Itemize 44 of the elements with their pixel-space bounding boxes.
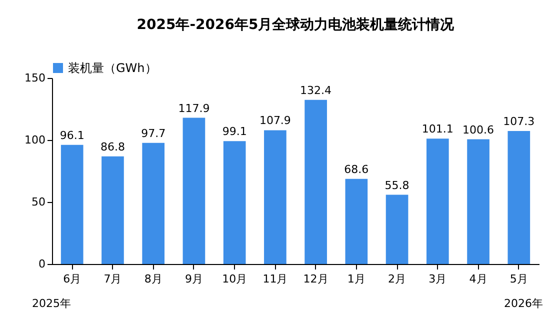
bar (102, 156, 124, 264)
chart-title: 2025年-2026年5月全球动力电池装机量统计情况 (136, 16, 456, 33)
x-tick-label: 8月 (144, 272, 162, 286)
bar (142, 142, 165, 264)
data-label: 132.4 (300, 84, 332, 97)
data-label: 100.6 (462, 123, 494, 136)
y-tick-label: 150 (24, 72, 46, 84)
text: 2025年 (32, 297, 71, 310)
data-label: 96.1 (60, 128, 84, 142)
bar (467, 139, 490, 264)
data-label: 117.9 (178, 102, 210, 115)
x-tick-label: 4月 (469, 272, 488, 286)
data-label: 107.9 (259, 114, 291, 128)
x-tick-label: 9月 (184, 272, 203, 286)
data-label: 107.3 (503, 114, 535, 128)
bar (182, 118, 206, 264)
data-label: 97.7 (141, 126, 166, 140)
bar (60, 144, 84, 264)
x-tick-label: 5月 (510, 272, 528, 286)
x-tick-label: 2月 (388, 272, 406, 286)
bar (304, 100, 327, 264)
x-tick-label: 7月 (104, 272, 122, 286)
y-tick-label: 0 (38, 258, 46, 270)
y-tick-label: 100 (24, 134, 46, 146)
bar (223, 141, 246, 264)
bar (508, 130, 530, 264)
data-label: 68.6 (344, 162, 369, 176)
bar (345, 178, 368, 264)
text: 2026年 (504, 297, 543, 310)
x-tick-label: 3月 (428, 272, 447, 286)
x-tick-label: 10月 (222, 272, 248, 286)
bar (426, 138, 449, 264)
x-tick-label: 1月 (347, 272, 366, 286)
data-label: 55.8 (384, 178, 410, 192)
bar (264, 130, 286, 264)
x-tick-label: 12月 (303, 272, 328, 286)
bar (386, 194, 408, 264)
legend-label: 装机量（GWh） (68, 61, 157, 75)
data-label: 99.1 (222, 125, 247, 138)
data-label: 101.1 (422, 122, 454, 136)
x-tick-label: 11月 (262, 272, 288, 286)
x-tick-label: 6月 (63, 272, 82, 286)
y-tick-label: 50 (32, 196, 46, 208)
data-label: 86.8 (100, 140, 125, 154)
